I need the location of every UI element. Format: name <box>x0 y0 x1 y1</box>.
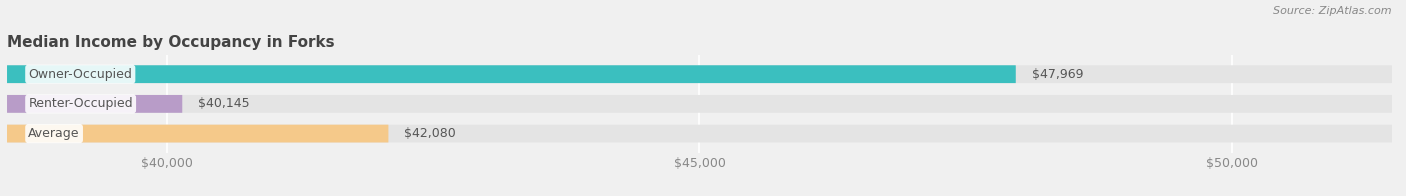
Text: Owner-Occupied: Owner-Occupied <box>28 68 132 81</box>
FancyBboxPatch shape <box>7 95 1392 113</box>
FancyBboxPatch shape <box>7 65 1015 83</box>
FancyBboxPatch shape <box>7 125 1392 142</box>
Text: Median Income by Occupancy in Forks: Median Income by Occupancy in Forks <box>7 34 335 50</box>
Text: $42,080: $42,080 <box>405 127 456 140</box>
FancyBboxPatch shape <box>7 125 388 142</box>
Text: Source: ZipAtlas.com: Source: ZipAtlas.com <box>1274 6 1392 16</box>
Text: $40,145: $40,145 <box>198 97 250 110</box>
Text: $47,969: $47,969 <box>1032 68 1083 81</box>
FancyBboxPatch shape <box>7 95 183 113</box>
Text: Renter-Occupied: Renter-Occupied <box>28 97 134 110</box>
Text: Average: Average <box>28 127 80 140</box>
FancyBboxPatch shape <box>7 65 1392 83</box>
